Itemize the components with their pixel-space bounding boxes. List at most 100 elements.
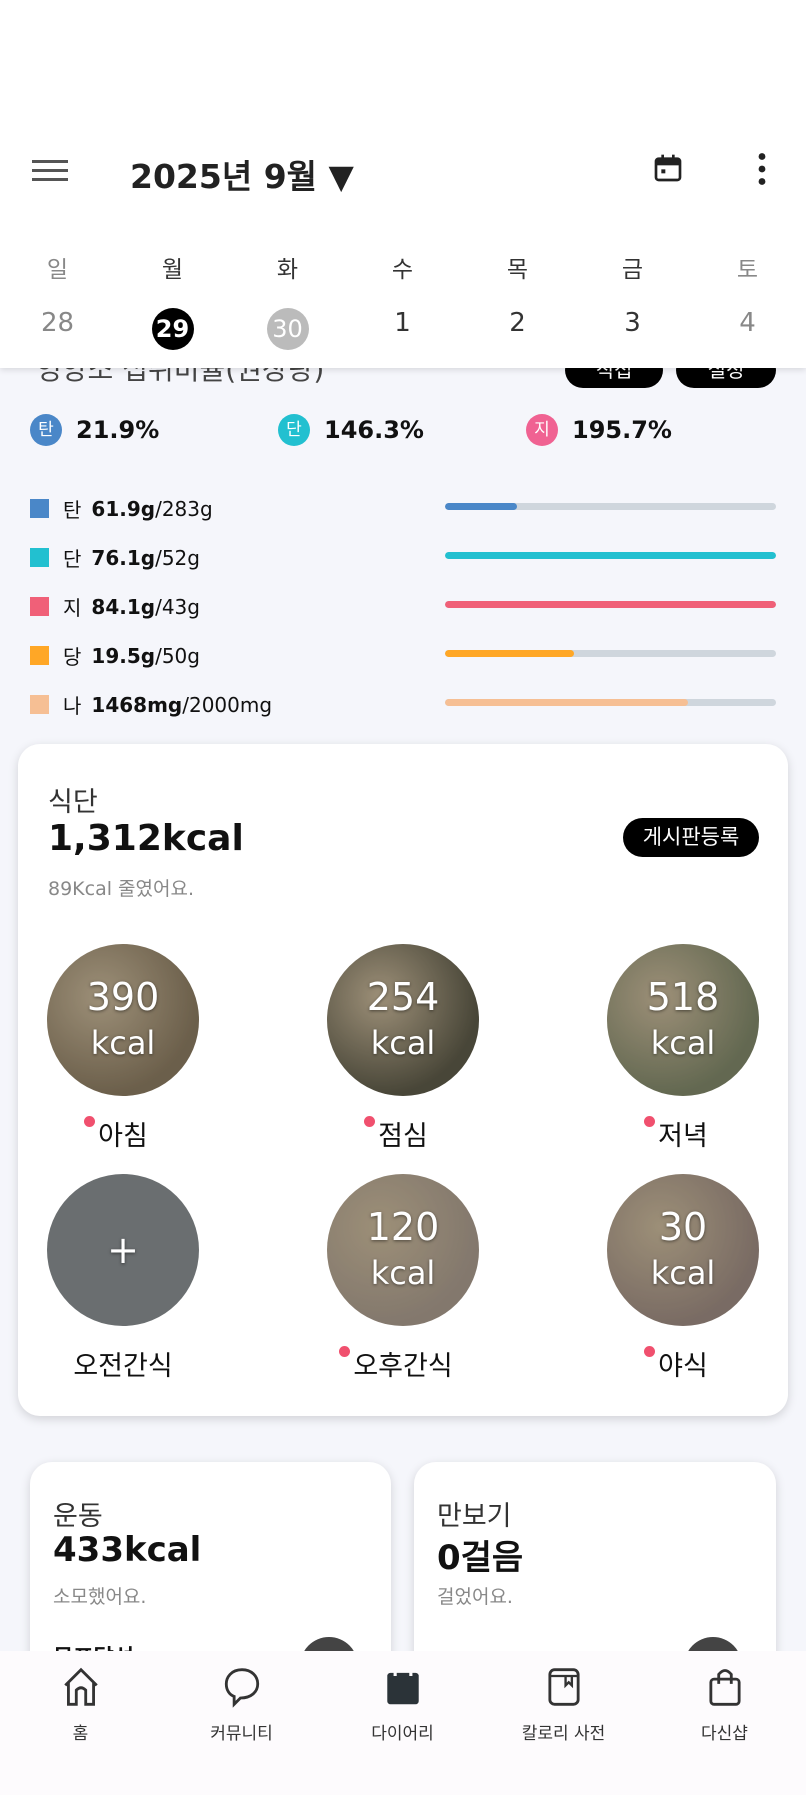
nutrient-row: 단 76.1g/52g	[30, 543, 200, 572]
home-icon	[63, 1667, 98, 1706]
meal-label: 야식	[658, 1351, 708, 1382]
date-number: 4	[739, 308, 756, 338]
meal-kcal-unit: kcal	[370, 1254, 436, 1292]
nutrient-key: 탄	[63, 498, 82, 522]
nav-item[interactable]: 커뮤니티	[161, 1665, 322, 1744]
meal-slot[interactable]: 254 kcal 점심	[327, 944, 479, 1153]
ratio-item: 탄 21.9%	[30, 414, 159, 446]
meal-photo[interactable]: 390 kcal	[47, 944, 199, 1096]
nutrient-progress-bar	[445, 650, 776, 657]
ratio-badge: 단	[278, 414, 310, 446]
nutrient-key: 단	[63, 547, 82, 571]
meal-slot[interactable]: 30 kcal 야식	[607, 1174, 759, 1383]
ratio-badge: 탄	[30, 414, 62, 446]
post-board-button[interactable]: 게시판등록	[623, 818, 759, 857]
nutrient-key: 나	[63, 694, 82, 718]
calendar-icon	[386, 1669, 419, 1705]
book-icon	[547, 1668, 580, 1706]
date-number: 3	[624, 308, 641, 338]
nav-item[interactable]: 다이어리	[322, 1665, 483, 1744]
meal-slot[interactable]: 390 kcal 아침	[47, 944, 199, 1153]
meal-slot[interactable]: 518 kcal 저녁	[607, 944, 759, 1153]
nav-item[interactable]: 다신샵	[644, 1665, 805, 1744]
meal-label: 점심	[378, 1121, 428, 1152]
nutrient-target: /43g	[155, 594, 200, 619]
nutrient-progress-bar	[445, 503, 776, 510]
ratio-value: 21.9%	[76, 416, 160, 444]
recorded-dot	[644, 1346, 656, 1357]
nutrient-row: 지 84.1g/43g	[30, 592, 200, 621]
more-vertical-icon[interactable]	[754, 152, 770, 186]
meal-slot[interactable]: + 오전간식	[47, 1174, 199, 1383]
date-cell[interactable]: 28	[0, 308, 115, 338]
meal-kcal-value: 30	[658, 1205, 708, 1249]
meal-kcal-value: 518	[646, 975, 720, 1019]
nutrient-row: 당 19.5g/50g	[30, 641, 200, 670]
date-cell[interactable]: 3	[575, 308, 690, 338]
progress-fill	[445, 650, 575, 657]
shopping-bag-icon	[708, 1669, 741, 1706]
date-cell[interactable]: 29	[115, 308, 230, 350]
nutrient-amount: 84.1g	[91, 594, 156, 619]
meal-label: 오전간식	[73, 1351, 173, 1382]
weekday-label: 수	[391, 257, 414, 283]
nutrient-amount: 19.5g	[91, 643, 156, 668]
meal-slot[interactable]: 120 kcal 오후간식	[327, 1174, 479, 1383]
meal-title: 식단	[48, 787, 98, 818]
meal-kcal-unit: kcal	[650, 1254, 716, 1292]
nav-item[interactable]: 칼로리 사전	[483, 1665, 644, 1744]
date-number: 28	[40, 308, 75, 338]
exercise-title: 운동	[53, 1501, 103, 1532]
meal-label: 저녁	[658, 1121, 708, 1152]
ratio-value: 146.3%	[324, 416, 424, 444]
date-number: 30	[266, 308, 309, 350]
weekday-label: 목	[506, 257, 529, 283]
date-cell[interactable]: 1	[345, 308, 460, 338]
meal-photo[interactable]: 518 kcal	[607, 944, 759, 1096]
nutrient-amount: 1468mg	[91, 692, 183, 717]
progress-fill	[445, 552, 776, 559]
month-selector[interactable]: 2025년 9월 ▼	[130, 157, 354, 196]
date-cell[interactable]: 4	[690, 308, 805, 338]
meal-label: 오후간식	[353, 1351, 453, 1382]
nav-label: 커뮤니티	[210, 1724, 273, 1744]
nutrient-target: /283g	[155, 496, 213, 521]
weekday-label: 금	[621, 257, 644, 283]
nutrient-amount: 61.9g	[91, 496, 156, 521]
date-cell[interactable]: 30	[230, 308, 345, 350]
meal-card: 식단 1,312kcal 89Kcal 줄였어요. 게시판등록 390 kcal 아…	[18, 744, 788, 1416]
chat-bubble-icon	[224, 1668, 259, 1708]
add-meal-button[interactable]: +	[47, 1174, 199, 1326]
ratio-badge: 지	[526, 414, 558, 446]
plus-icon: +	[107, 1228, 139, 1272]
meal-kcal-unit: kcal	[370, 1024, 436, 1062]
exercise-kcal: 433kcal	[53, 1530, 202, 1570]
recorded-dot	[84, 1116, 96, 1127]
nutrient-progress-bar	[445, 699, 776, 706]
nav-label: 다신샵	[701, 1724, 748, 1744]
weekday-label: 토	[736, 257, 759, 283]
app-header: 2025년 9월 ▼ 일 28 월 29 화 30 수 1 목 2 금 3 토 4	[0, 0, 806, 368]
hamburger-icon[interactable]	[32, 154, 68, 187]
nutrient-key: 당	[63, 645, 82, 669]
meal-total-kcal: 1,312kcal	[48, 818, 244, 859]
meal-photo[interactable]: 254 kcal	[327, 944, 479, 1096]
nutrient-row: 나 1468mg/2000mg	[30, 690, 272, 719]
date-cell[interactable]: 2	[460, 308, 575, 338]
calendar-icon[interactable]	[652, 152, 684, 184]
ratio-value: 195.7%	[572, 416, 672, 444]
meal-kcal-value: 120	[366, 1205, 440, 1249]
nav-label: 칼로리 사전	[521, 1724, 606, 1744]
nav-item[interactable]: 홈	[0, 1665, 161, 1744]
progress-fill	[445, 699, 688, 706]
meal-kcal-unit: kcal	[90, 1024, 156, 1062]
meal-kcal-unit: kcal	[650, 1024, 716, 1062]
nav-label: 다이어리	[371, 1724, 434, 1744]
nutrient-key: 지	[63, 596, 82, 620]
meal-photo[interactable]: 120 kcal	[327, 1174, 479, 1326]
exercise-subtitle: 소모했어요.	[53, 1586, 147, 1608]
meal-photo[interactable]: 30 kcal	[607, 1174, 759, 1326]
ratio-item: 단 146.3%	[278, 414, 424, 446]
nutrient-target: /50g	[155, 643, 200, 668]
date-number: 1	[394, 308, 411, 338]
